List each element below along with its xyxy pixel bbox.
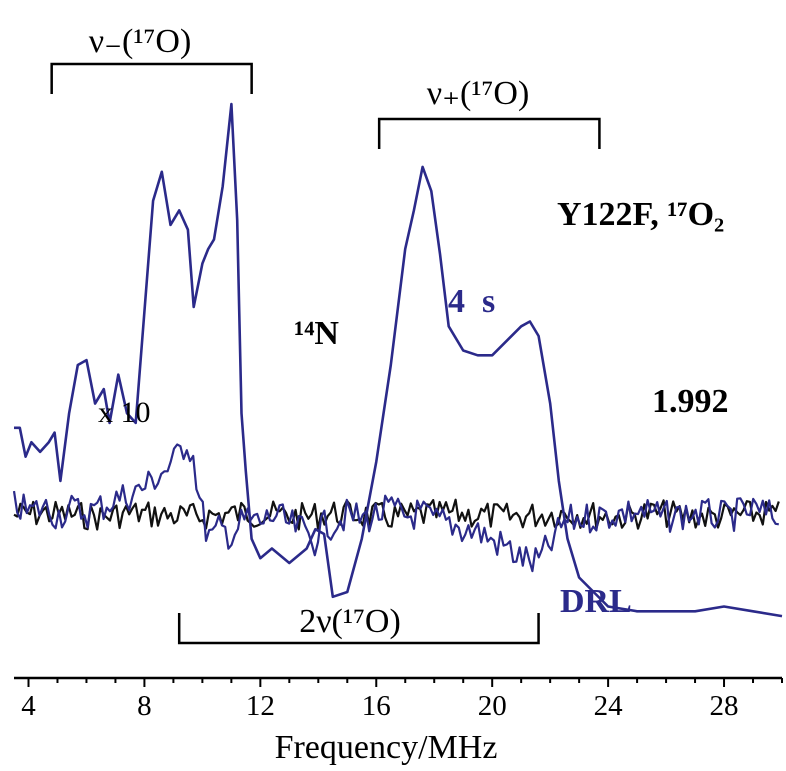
x-tick-label: 24 — [594, 690, 624, 722]
brackets-layer — [50, 62, 601, 645]
x-axis: 4 8 12 16 20 24 28 — [14, 676, 783, 722]
series-layer — [12, 102, 783, 618]
n14-label: ¹⁴N — [294, 315, 339, 352]
time-label: 4 s — [448, 283, 495, 320]
x-axis-label: Frequency/MHz — [275, 729, 498, 766]
series-line-ref — [13, 498, 780, 531]
sample-label: Y122F, ¹⁷O₂ — [557, 196, 724, 233]
g-value-label: 1.992 — [652, 383, 729, 420]
bracket-two-nu — [177, 613, 540, 645]
scale-label: x 10 — [98, 396, 151, 429]
drl-label: DRL — [560, 583, 632, 620]
bracket-nu-plus — [377, 117, 601, 149]
series-line-top — [14, 102, 783, 618]
x-tick-label: 20 — [478, 690, 507, 722]
x-tick-label: 12 — [246, 690, 275, 722]
series-line-drl — [12, 443, 779, 573]
x-tick-label: 4 — [21, 690, 36, 722]
bracket-nu-minus — [50, 62, 253, 94]
bracket-label-nu-minus: ν₋(¹⁷O) — [89, 23, 192, 60]
x-tick-label: 28 — [710, 690, 739, 722]
bracket-label-two-nu: 2ν(¹⁷O) — [299, 603, 401, 640]
x-tick-label: 16 — [362, 690, 391, 722]
bracket-label-nu-plus: ν₊(¹⁷O) — [427, 75, 530, 112]
x-tick-label: 8 — [137, 690, 152, 722]
